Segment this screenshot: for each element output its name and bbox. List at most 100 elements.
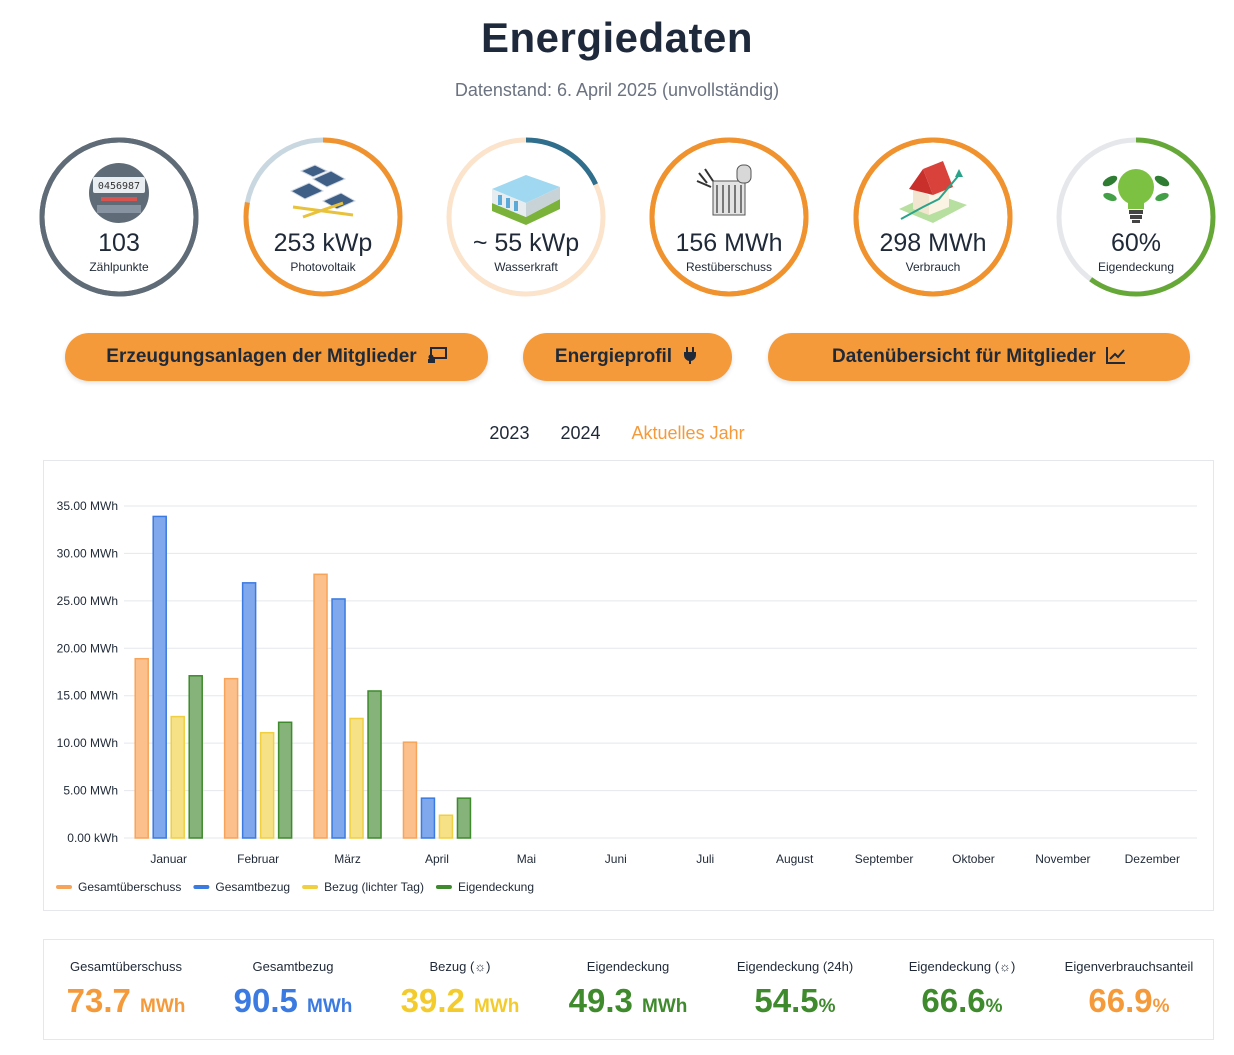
stat-label: Gesamtbezug bbox=[252, 959, 334, 974]
stat-gesamtueberschuss: Gesamtüberschuss 73.7 MWh bbox=[46, 940, 206, 1020]
stat-unit: MWh bbox=[140, 996, 186, 1017]
kpi-value: 103 bbox=[98, 229, 140, 257]
kpi-wasserkraft: ~ 55 kWp Wasserkraft bbox=[446, 137, 606, 297]
kpi-ring bbox=[243, 137, 403, 297]
ring-progress bbox=[1056, 137, 1216, 297]
electricity-meter-icon: 0456987 bbox=[89, 163, 149, 223]
stat-label: Eigenverbrauchsanteil bbox=[1064, 959, 1194, 974]
kpi-value: 298 MWh bbox=[879, 229, 987, 257]
kpi-label: Zählpunkte bbox=[89, 260, 149, 274]
stat-value: 39.2 bbox=[400, 982, 465, 1019]
y-tick-label: 15.00 MWh bbox=[57, 689, 118, 703]
bar bbox=[241, 582, 257, 839]
kpi-eigendeckung: 60% Eigendeckung bbox=[1056, 137, 1216, 297]
kpi-zaehlpunkte: 0456987 103 Zählpunkte bbox=[39, 137, 199, 297]
kpi-ring bbox=[39, 137, 199, 297]
y-tick-label: 35.00 MWh bbox=[57, 499, 118, 513]
stat-value: 66.9 bbox=[1088, 982, 1153, 1019]
stat-value: 90.5 bbox=[233, 982, 298, 1019]
x-tick-label: Juni bbox=[605, 852, 627, 866]
bar bbox=[277, 721, 293, 839]
kpi-value: ~ 55 kWp bbox=[472, 229, 580, 257]
energieprofil-button-label: Energieprofil bbox=[554, 346, 673, 367]
tab-2024[interactable]: 2024 bbox=[560, 423, 601, 443]
kpi-label: Verbrauch bbox=[905, 260, 961, 274]
stat-unit: MWh bbox=[642, 996, 688, 1017]
x-tick-label: Mai bbox=[517, 852, 536, 866]
stat-label: Gesamtüberschuss bbox=[70, 959, 182, 974]
bar bbox=[420, 797, 436, 839]
green-bulb-icon bbox=[1102, 169, 1170, 223]
legend-label: Bezug (lichter Tag) bbox=[324, 880, 424, 894]
kpi-restueberschuss: 156 MWh Restüberschuss bbox=[649, 137, 809, 297]
y-tick-label: 0.00 kWh bbox=[67, 831, 118, 845]
plug-icon bbox=[682, 346, 700, 369]
year-tabs: 2023 2024 Aktuelles Jahr bbox=[0, 423, 1234, 444]
bar bbox=[188, 675, 203, 839]
x-tick-label: Oktober bbox=[952, 852, 995, 866]
x-tick-label: Januar bbox=[150, 852, 187, 866]
stat-eigenverbrauchsanteil: Eigenverbrauchsanteil 66.9% bbox=[1049, 940, 1209, 1020]
kpi-ring bbox=[1056, 137, 1216, 297]
x-tick-label: Februar bbox=[237, 852, 279, 866]
kpi-photovoltaik: 253 kWp Photovoltaik bbox=[243, 137, 403, 297]
datenuebersicht-button[interactable]: Datenübersicht für Mitglieder bbox=[768, 333, 1190, 381]
erzeugungsanlagen-button-label: Erzeugungsanlagen der Mitglieder bbox=[106, 346, 417, 367]
tab-aktuelles-jahr[interactable]: Aktuelles Jahr bbox=[631, 423, 745, 443]
summary-stats: Gesamtüberschuss 73.7 MWh Gesamtbezug 90… bbox=[43, 939, 1214, 1040]
legend-label: Gesamtbezug bbox=[215, 880, 290, 894]
bar bbox=[223, 677, 239, 839]
stat-unit: % bbox=[1152, 996, 1170, 1017]
datenuebersicht-button-label: Datenübersicht für Mitglieder bbox=[832, 346, 1096, 367]
x-tick-label: November bbox=[1035, 852, 1090, 866]
stat-unit: MWh bbox=[307, 996, 353, 1017]
kpi-ring bbox=[649, 137, 809, 297]
tab-2023[interactable]: 2023 bbox=[489, 423, 530, 443]
meter-readout: 0456987 bbox=[98, 181, 140, 192]
y-tick-label: 20.00 MWh bbox=[57, 641, 118, 655]
kpi-verbrauch: 298 MWh Verbrauch bbox=[853, 137, 1013, 297]
bar bbox=[313, 573, 328, 839]
presentation-icon bbox=[427, 346, 447, 368]
stat-unit: MWh bbox=[474, 996, 520, 1017]
bar bbox=[456, 797, 472, 839]
kpi-label: Wasserkraft bbox=[494, 260, 558, 274]
page-title: Energiedaten bbox=[480, 14, 754, 61]
stat-unit: % bbox=[985, 996, 1003, 1017]
x-tick-label: März bbox=[334, 852, 361, 866]
stat-eigendeckung-sonne: Eigendeckung (☼) 66.6% bbox=[882, 940, 1042, 1020]
stat-label: Eigendeckung (☼) bbox=[908, 959, 1016, 974]
stat-value: 73.7 bbox=[66, 982, 131, 1019]
energieprofil-button[interactable]: Energieprofil bbox=[523, 333, 732, 381]
y-tick-label: 25.00 MWh bbox=[57, 594, 118, 608]
kpi-ring bbox=[853, 137, 1013, 297]
solar-panels-icon bbox=[289, 164, 357, 219]
stat-gesamtbezug: Gesamtbezug 90.5 MWh bbox=[213, 940, 373, 1020]
energy-bar-chart: 0.00 kWh 5.00 MWh 10.00 MWh 15.00 MWh 20.00 … bbox=[43, 460, 1214, 911]
bar bbox=[134, 657, 149, 839]
stat-value: 66.6 bbox=[921, 982, 986, 1019]
stat-value: 54.5 bbox=[754, 982, 819, 1019]
erzeugungsanlagen-button[interactable]: Erzeugungsanlagen der Mitglieder bbox=[65, 333, 488, 381]
data-status-subtitle: Datenstand: 6. April 2025 (unvollständig… bbox=[454, 80, 780, 100]
transformer-icon bbox=[696, 164, 752, 216]
stat-bezug-lichter-tag: Bezug (☼) 39.2 MWh bbox=[380, 940, 540, 1020]
ring-progress bbox=[446, 137, 606, 297]
ring-progress bbox=[649, 137, 809, 297]
kpi-value: 60% bbox=[1110, 229, 1162, 257]
x-tick-label: Dezember bbox=[1125, 852, 1180, 866]
y-tick-label: 30.00 MWh bbox=[57, 546, 118, 560]
bar bbox=[170, 715, 185, 839]
bar bbox=[152, 515, 167, 839]
x-tick-label: Juli bbox=[696, 852, 714, 866]
y-tick-label: 10.00 MWh bbox=[57, 736, 118, 750]
stat-eigendeckung: Eigendeckung 49.3 MWh bbox=[548, 940, 708, 1020]
kpi-value: 156 MWh bbox=[675, 229, 783, 257]
kpi-ring bbox=[446, 137, 606, 297]
kpi-label: Restüberschuss bbox=[685, 260, 773, 274]
hydropower-dam-icon bbox=[492, 175, 560, 225]
kpi-label: Eigendeckung bbox=[1097, 260, 1175, 274]
x-tick-label: August bbox=[776, 852, 814, 866]
stat-label: Eigendeckung (24h) bbox=[736, 959, 854, 974]
ring-progress bbox=[853, 137, 1013, 297]
